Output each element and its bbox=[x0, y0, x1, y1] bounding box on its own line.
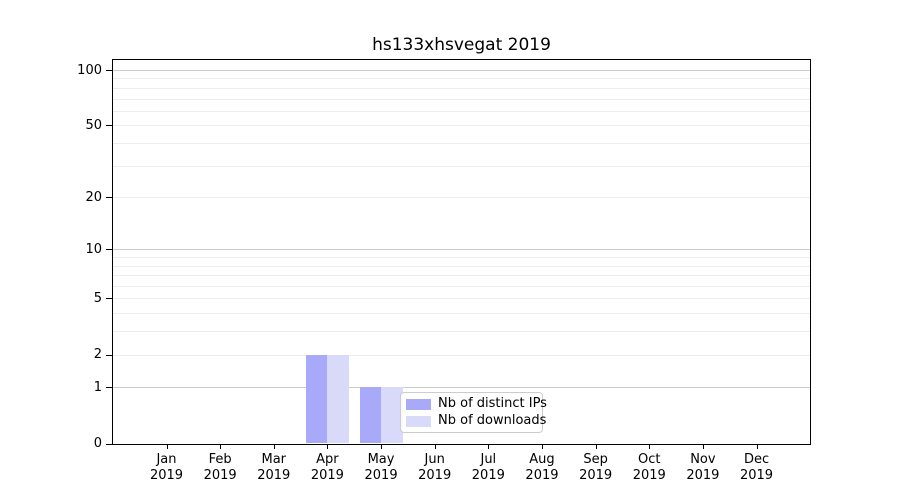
gridline-minor bbox=[113, 110, 810, 112]
x-tick-label: Aug 2019 bbox=[525, 451, 559, 483]
x-tick-label: Jan 2019 bbox=[149, 451, 184, 483]
x-tick bbox=[327, 444, 329, 449]
gridline-minor bbox=[113, 286, 810, 288]
gridline-minor bbox=[113, 298, 810, 300]
gridline-minor bbox=[113, 78, 810, 80]
y-tick-label: 1 bbox=[93, 379, 102, 395]
gridline-minor bbox=[113, 275, 810, 277]
y-tick bbox=[106, 197, 112, 199]
x-tick-label: Oct 2019 bbox=[632, 451, 666, 483]
x-tick bbox=[756, 444, 758, 449]
plot-area bbox=[112, 59, 811, 445]
legend-label-downloads: Nb of downloads bbox=[438, 413, 547, 428]
y-tick bbox=[106, 70, 112, 71]
y-tick bbox=[106, 125, 112, 127]
y-tick-label: 50 bbox=[85, 117, 102, 133]
y-tick-label: 10 bbox=[85, 241, 102, 257]
x-tick bbox=[273, 444, 275, 449]
gridline-minor bbox=[113, 165, 810, 167]
y-tick-label: 20 bbox=[85, 189, 102, 205]
gridline-minor bbox=[113, 87, 810, 89]
gridline-minor bbox=[113, 142, 810, 144]
x-tick-label: Dec 2019 bbox=[739, 451, 774, 483]
gridline-major bbox=[113, 387, 810, 389]
y-tick-label: 5 bbox=[93, 290, 102, 306]
gridline-minor bbox=[113, 313, 810, 315]
y-tick-label: 100 bbox=[77, 62, 102, 78]
legend-entry-downloads: Nb of downloads bbox=[406, 414, 546, 428]
x-tick bbox=[166, 444, 168, 449]
x-tick bbox=[434, 444, 436, 449]
legend-label-distinct-ips: Nb of distinct IPs bbox=[438, 396, 547, 411]
y-tick bbox=[106, 387, 112, 389]
x-tick bbox=[702, 444, 704, 449]
x-tick bbox=[488, 444, 490, 449]
y-tick bbox=[106, 298, 112, 300]
y-tick-label: 2 bbox=[93, 347, 102, 363]
x-tick bbox=[220, 444, 222, 449]
bar-apr-distinct-ips bbox=[305, 354, 328, 444]
y-tick bbox=[106, 249, 112, 251]
y-tick-label: 0 bbox=[93, 436, 102, 451]
x-tick-label: Apr 2019 bbox=[310, 451, 344, 483]
legend-swatch-downloads bbox=[406, 415, 431, 427]
legend: Nb of distinct IPs Nb of downloads bbox=[400, 392, 547, 433]
gridline-minor bbox=[113, 197, 810, 199]
gridline-minor bbox=[113, 125, 810, 127]
bar-apr-downloads bbox=[327, 354, 349, 444]
x-tick-label: Jul 2019 bbox=[471, 451, 505, 483]
bar-may-downloads bbox=[381, 387, 403, 444]
y-tick bbox=[106, 443, 112, 445]
gridline-major bbox=[113, 70, 810, 71]
gridline-major bbox=[113, 249, 810, 251]
gridline-minor bbox=[113, 257, 810, 259]
x-tick-label: Mar 2019 bbox=[257, 451, 291, 483]
x-tick-label: May 2019 bbox=[364, 451, 398, 483]
x-tick bbox=[595, 444, 597, 449]
gridline-minor bbox=[113, 354, 810, 356]
x-tick-label: Jun 2019 bbox=[418, 451, 452, 483]
x-tick-label: Nov 2019 bbox=[686, 451, 720, 483]
x-tick-label: Feb 2019 bbox=[203, 451, 237, 483]
legend-swatch-distinct-ips bbox=[406, 398, 431, 410]
x-tick bbox=[541, 444, 543, 449]
gridline-minor bbox=[113, 265, 810, 267]
x-tick-label: Sep 2019 bbox=[579, 451, 613, 483]
bar-may-distinct-ips bbox=[359, 387, 382, 444]
chart-title: hs133xhsvegat 2019 bbox=[372, 35, 551, 55]
x-tick bbox=[649, 444, 651, 449]
gridline-minor bbox=[113, 331, 810, 333]
legend-entry-distinct-ips: Nb of distinct IPs bbox=[406, 397, 547, 411]
y-tick bbox=[106, 354, 112, 356]
gridline-minor bbox=[113, 98, 810, 100]
x-tick bbox=[381, 444, 383, 449]
